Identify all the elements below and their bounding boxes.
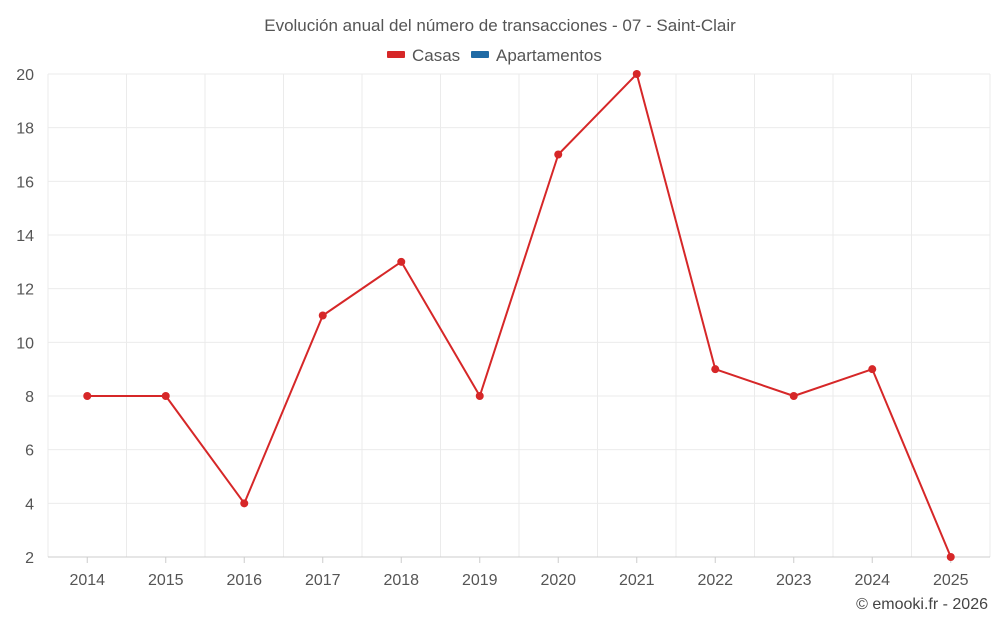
data-point-casas-2018[interactable] <box>397 257 406 266</box>
data-point-casas-2024[interactable] <box>868 365 877 374</box>
data-point-casas-2019[interactable] <box>475 392 484 400</box>
x-tick-label: 2015 <box>148 572 184 589</box>
y-tick-label: 12 <box>16 282 34 299</box>
x-tick-label: 2023 <box>776 572 812 589</box>
y-tick-label: 16 <box>16 174 34 191</box>
data-point-casas-2017[interactable] <box>318 311 327 320</box>
y-tick-label: 2 <box>25 550 34 567</box>
y-tick-label: 14 <box>16 228 34 245</box>
axes: 2 4 6 8 10 12 14 16 18 20 2014 2015 2016 2017 2018 2019… <box>16 67 990 589</box>
x-tick-label: 2025 <box>933 572 969 589</box>
data-point-casas-2014[interactable] <box>83 392 92 400</box>
data-point-casas-2022[interactable] <box>711 365 720 374</box>
series-line-casas <box>87 73 952 558</box>
legend-item-casas[interactable]: Casas <box>387 46 460 65</box>
series-layer <box>83 70 955 561</box>
data-point-casas-2020[interactable] <box>554 150 563 159</box>
x-tick-label: 2021 <box>619 572 655 589</box>
data-point-casas-2021[interactable] <box>632 70 641 78</box>
data-point-casas-2023[interactable] <box>789 392 798 400</box>
copyright-credit: © emooki.fr - 2026 <box>856 596 988 613</box>
legend: Casas Apartamentos <box>387 46 602 65</box>
data-point-casas-2015[interactable] <box>161 392 170 400</box>
chart-title: Evolución anual del número de transaccio… <box>264 16 736 35</box>
x-tick-label: 2019 <box>462 572 498 589</box>
legend-label-apartamentos: Apartamentos <box>496 46 602 65</box>
x-tick-label: 2022 <box>697 572 733 589</box>
legend-label-casas: Casas <box>412 46 460 65</box>
y-tick-label: 6 <box>25 443 34 460</box>
y-tick-label: 4 <box>25 496 34 513</box>
grid <box>47 73 991 557</box>
x-tick-label: 2020 <box>540 572 576 589</box>
legend-swatch-casas <box>387 51 405 58</box>
x-tick-label: 2017 <box>305 572 341 589</box>
data-point-casas-2025[interactable] <box>946 553 955 561</box>
legend-item-apartamentos[interactable]: Apartamentos <box>471 46 602 65</box>
y-tick-label: 10 <box>16 335 34 352</box>
y-tick-label: 18 <box>16 121 34 138</box>
x-tick-label: 2016 <box>226 572 262 589</box>
legend-swatch-apartamentos <box>471 51 489 58</box>
x-tick-label: 2018 <box>383 572 419 589</box>
y-tick-label: 8 <box>25 389 34 406</box>
y-tick-label: 20 <box>16 67 34 84</box>
x-tick-label: 2024 <box>854 572 890 589</box>
x-tick-label: 2014 <box>69 572 105 589</box>
data-point-casas-2016[interactable] <box>240 499 249 508</box>
